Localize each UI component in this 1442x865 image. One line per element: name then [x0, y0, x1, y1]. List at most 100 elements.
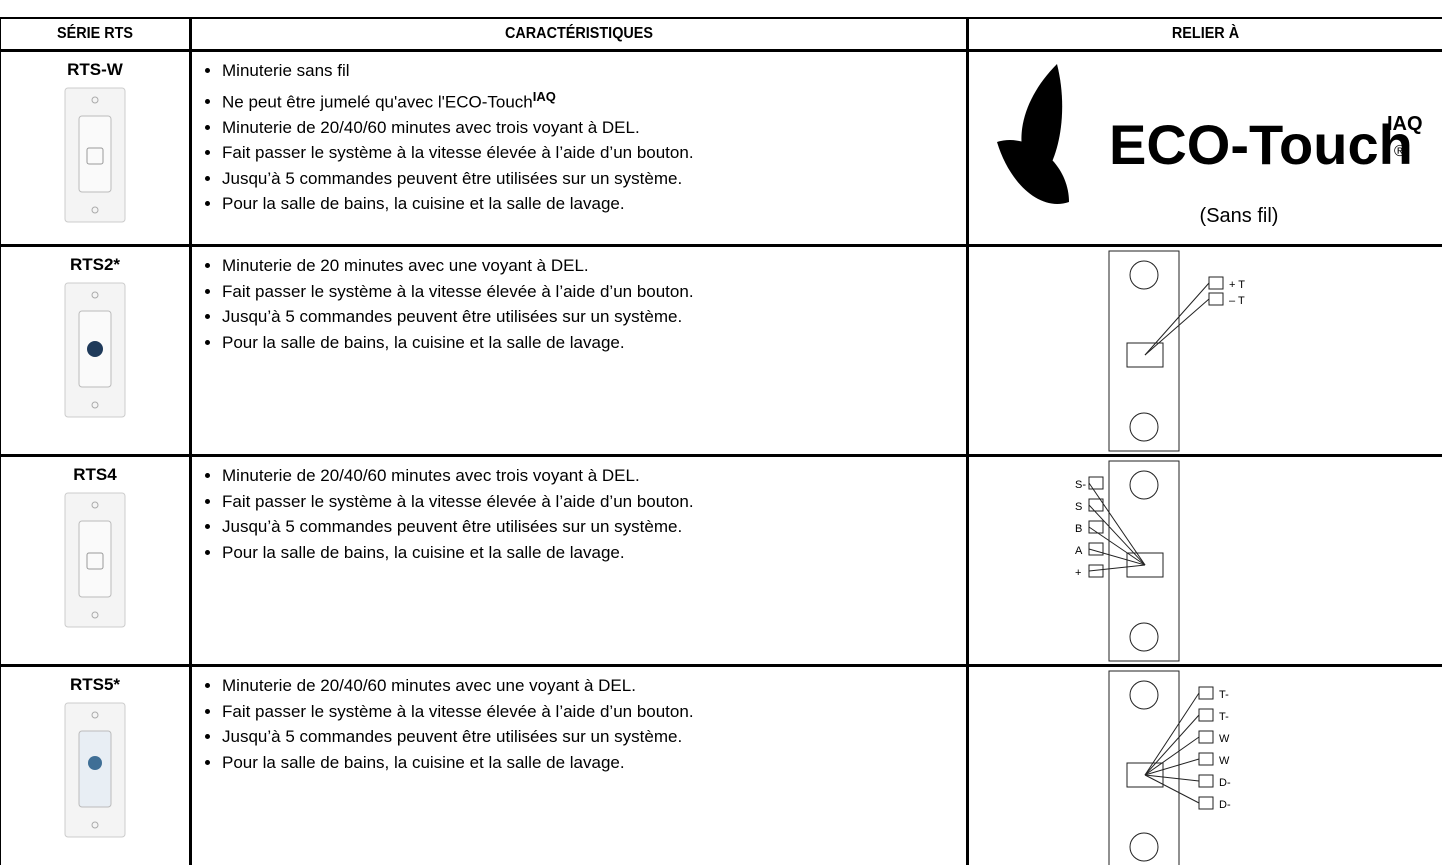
diagram-box: [1126, 762, 1164, 788]
header-text: RELIER À: [1171, 25, 1240, 42]
terminal-label: S: [1075, 501, 1082, 513]
logo-note: (Sans fil): [1200, 205, 1279, 227]
logo-text: ECO-Touch: [1109, 113, 1413, 176]
table-cell: Minuterie de 20/40/60 minutes avec une v…: [190, 665, 968, 865]
feature-list: Minuterie de 20/40/60 minutes avec trois…: [192, 463, 966, 565]
diagram-hole: [1129, 412, 1159, 442]
diagram-box: [1088, 542, 1104, 556]
table-cell: ECO-Touch IAQ ® (Sans fil): [967, 50, 1442, 246]
table-cell: RTS5*: [0, 665, 191, 865]
wire: [1088, 526, 1146, 566]
feature-text: Ne peut être jumelé qu'avec l'ECO-Touch: [222, 92, 533, 112]
terminal-label: T-: [1219, 689, 1229, 701]
terminal-label: – T: [1229, 295, 1245, 307]
model-name: RTS5*: [69, 675, 121, 694]
table-cell: RTS2*: [0, 245, 191, 456]
feature: Ne peut être jumelé qu'avec l'ECO-TouchI…: [222, 84, 966, 115]
model-name: RTS-W: [67, 60, 123, 79]
table-cell: Minuterie sans filNe peut être jumelé qu…: [190, 50, 968, 246]
wiring-diagram: T- T- WW D- D-: [1108, 670, 1231, 865]
header-cell: SÉRIE RTS: [0, 17, 191, 51]
feature: Fait passer le système à la vitesse élev…: [222, 699, 966, 725]
screw: [91, 501, 99, 509]
wire: [1088, 482, 1146, 566]
diagram-hole: [1129, 832, 1159, 862]
diagram-box: [1198, 730, 1214, 744]
screw: [91, 206, 99, 214]
terminal-label: S-: [1075, 479, 1086, 491]
wire: [1144, 714, 1200, 776]
terminal-label: D-: [1219, 799, 1231, 811]
table-cell: T- T- W W D- D-: [967, 665, 1442, 865]
logo-sup: IAQ: [1387, 113, 1423, 135]
button: [86, 552, 104, 570]
feature-list: Minuterie de 20/40/60 minutes avec une v…: [192, 673, 966, 775]
button: [88, 756, 102, 770]
switch-image: [64, 282, 126, 418]
diagram-box: [1198, 708, 1214, 722]
terminal-label: +: [1075, 567, 1081, 579]
logo-mark: ®: [1394, 143, 1406, 160]
switch-image: [64, 492, 126, 628]
diagram-box: [1108, 250, 1180, 452]
feature: Minuterie de 20/40/60 minutes avec une v…: [222, 673, 966, 699]
wire: [1144, 758, 1200, 776]
diagram-box: [1088, 476, 1104, 490]
feature: Jusqu’à 5 commandes peuvent être utilisé…: [222, 514, 966, 540]
diagram-box: [1198, 774, 1214, 788]
feature: Pour la salle de bains, la cuisine et la…: [222, 540, 966, 566]
terminal-label: W: [1219, 733, 1230, 745]
feature: Fait passer le système à la vitesse élev…: [222, 140, 966, 166]
terminal-label: T-: [1219, 711, 1229, 723]
table-cell: S- S B A +: [967, 455, 1442, 666]
terminal-label: B: [1075, 523, 1082, 535]
screw: [91, 611, 99, 619]
leaf: [997, 140, 1069, 204]
diagram-box: [1198, 686, 1214, 700]
header-text: CARACTÉRISTIQUES: [504, 25, 653, 42]
feature: Jusqu’à 5 commandes peuvent être utilisé…: [222, 304, 966, 330]
switch-face: [78, 520, 112, 598]
feature: Minuterie de 20/40/60 minutes avec trois…: [222, 463, 966, 489]
feature: Minuterie de 20/40/60 minutes avec trois…: [222, 115, 966, 141]
switch-image: [64, 87, 126, 223]
eco-touch-logo: ECO-TouchIAQ ® (Sans fil): [997, 64, 1423, 227]
diagram-hole: [1129, 470, 1159, 500]
model-name: RTS2*: [69, 255, 121, 274]
feature: Minuterie sans fil: [222, 58, 966, 84]
table-cell: RTS4: [0, 455, 191, 666]
feature-sup: IAQ: [532, 88, 556, 104]
button: [87, 341, 103, 357]
diagram-box: [1108, 460, 1180, 662]
table-cell: Minuterie de 20 minutes avec une voyant …: [190, 245, 968, 456]
diagram-hole: [1129, 622, 1159, 652]
switch-face: [78, 115, 112, 193]
table-cell: RTS-W: [0, 50, 191, 246]
terminal-label: D-: [1219, 777, 1231, 789]
diagram-box: [1208, 276, 1224, 290]
header-cell: CARACTÉRISTIQUES: [190, 17, 968, 51]
diagram-box: [1198, 796, 1214, 810]
wire: [1144, 774, 1200, 804]
feature-list: Minuterie sans filNe peut être jumelé qu…: [192, 58, 966, 217]
feature: Jusqu’à 5 commandes peuvent être utilisé…: [222, 724, 966, 750]
header-text: SÉRIE RTS: [56, 25, 134, 42]
wire: [1144, 692, 1200, 776]
table-cell: + T – T: [967, 245, 1442, 456]
diagram-box: [1126, 552, 1164, 578]
screw: [91, 96, 99, 104]
feature-list: Minuterie de 20 minutes avec une voyant …: [192, 253, 966, 355]
table-cell: Minuterie de 20/40/60 minutes avec trois…: [190, 455, 968, 666]
model-name: RTS4: [73, 465, 117, 484]
screw: [91, 291, 99, 299]
diagram-box: [1108, 670, 1180, 865]
terminal-label: W: [1219, 755, 1230, 767]
wiring-diagram: S- SBA +: [1075, 460, 1180, 662]
diagram-hole: [1129, 680, 1159, 710]
button: [86, 147, 104, 165]
wire: [1144, 774, 1200, 782]
diagram-box: [1198, 752, 1214, 766]
feature: Pour la salle de bains, la cuisine et la…: [222, 191, 966, 217]
feature: Pour la salle de bains, la cuisine et la…: [222, 330, 966, 356]
feature: Fait passer le système à la vitesse élev…: [222, 489, 966, 515]
